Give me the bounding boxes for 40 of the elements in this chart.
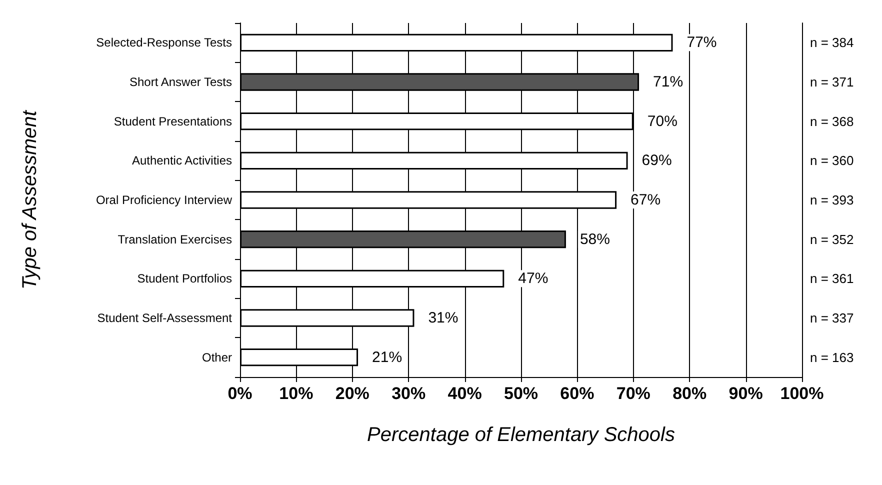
y2-tick-label: n = 352 [810, 232, 854, 247]
x-tick-label: 40% [448, 384, 482, 403]
data-label: 69% [642, 152, 672, 170]
x-tick-label: 70% [616, 384, 650, 403]
y-tick-label: Selected-Response Tests [96, 36, 232, 50]
y2-tick-label: n = 368 [810, 114, 854, 129]
x-axis-title: Percentage of Elementary Schools [367, 424, 675, 446]
x-tick-label: 10% [279, 384, 314, 403]
y2-tick-label: n = 360 [810, 153, 854, 168]
y-tick-label: Other [202, 350, 232, 364]
data-label: 67% [630, 192, 661, 208]
y-tick-label: Translation Exercises [118, 232, 232, 246]
data-label: 21% [372, 348, 402, 366]
data-label: 70% [647, 112, 678, 130]
y2-tick-label: n = 393 [810, 192, 854, 208]
data-label: 58% [580, 230, 610, 248]
y-tick-label: Student Presentations [114, 114, 232, 128]
y2-tick-label: n = 384 [810, 35, 854, 50]
y-tick-label: Authentic Activities [132, 154, 232, 168]
data-label: 47% [518, 270, 548, 288]
x-tick-label: 0% [228, 384, 252, 403]
data-label: 77% [686, 34, 717, 52]
data-label: 71% [653, 74, 684, 90]
x-tick-label: 80% [672, 384, 707, 403]
y2-tick-label: n = 337 [810, 310, 854, 326]
x-tick-label: 60% [560, 384, 594, 403]
y2-tick-label: n = 163 [810, 350, 854, 365]
data-label: 31% [428, 310, 458, 326]
x-tick-label: 90% [728, 384, 763, 403]
x-tick-label: 100% [780, 384, 824, 403]
y-tick-label: Oral Proficiency Interview [96, 193, 232, 207]
y2-tick-label: n = 361 [810, 271, 854, 286]
y2-tick-label: n = 371 [810, 74, 854, 90]
x-tick-label: 20% [335, 384, 370, 403]
y-tick-label: Student Portfolios [137, 272, 232, 286]
x-tick-label: 50% [504, 384, 538, 403]
y-axis-title: Type of Assessment [19, 109, 41, 290]
x-tick-label: 30% [392, 384, 426, 403]
y-tick-label: Student Self-Assessment [97, 311, 233, 325]
y-tick-label: Short Answer Tests [130, 75, 232, 89]
